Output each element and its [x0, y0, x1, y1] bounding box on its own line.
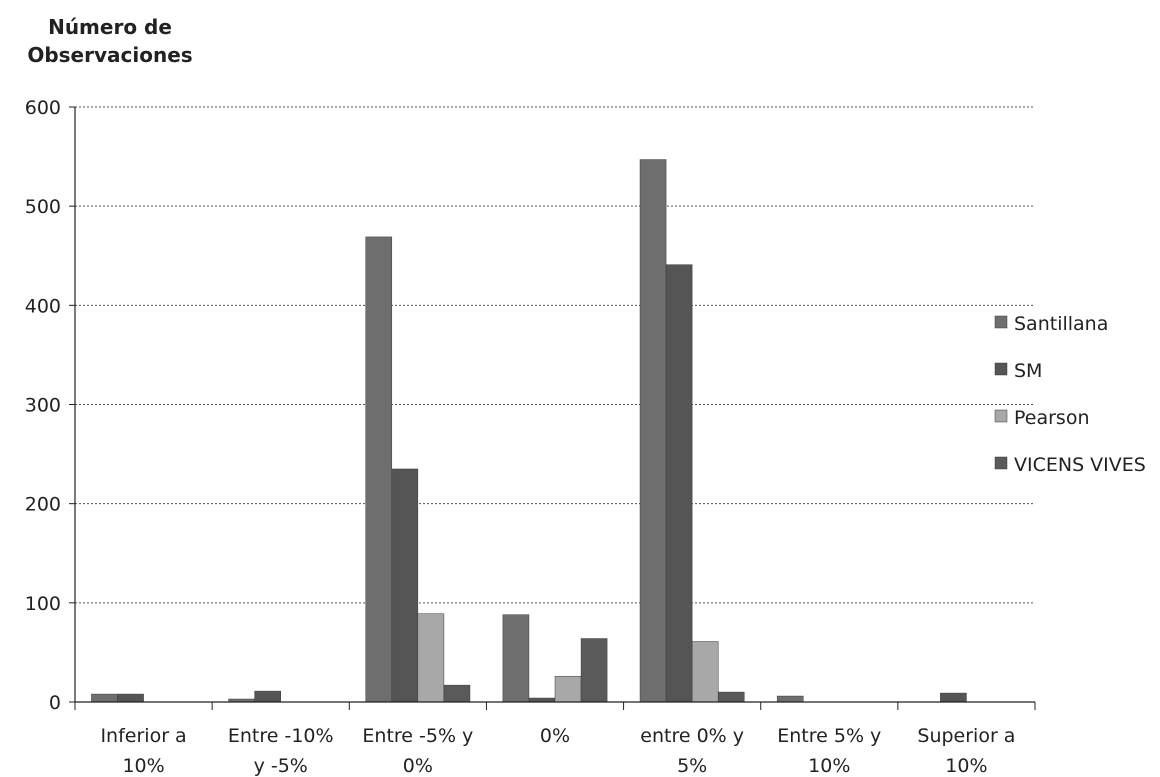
- x-tick-label: Entre -10%: [228, 725, 334, 747]
- x-tick-label: Superior a: [917, 725, 1015, 747]
- y-tick-label: 600: [25, 97, 61, 119]
- x-tick-label: Entre 5% y: [777, 725, 881, 747]
- bar-sm: [254, 690, 281, 703]
- bar-vicens-vives: [717, 691, 745, 703]
- y-axis-ticks: 0 100 200 300 400 500 600: [25, 97, 75, 714]
- x-tick-label: 0%: [403, 755, 433, 777]
- y-tick-label: 300: [25, 395, 61, 417]
- legend-label: VICENS VIVES: [1014, 454, 1146, 476]
- x-tick-label: Inferior a: [100, 725, 186, 747]
- bar-sm: [391, 468, 419, 703]
- bar-santillana: [639, 159, 667, 703]
- x-axis: [74, 107, 1036, 710]
- bar-sm: [665, 264, 693, 703]
- legend-swatch: [994, 315, 1008, 329]
- legend-label: Santillana: [1014, 313, 1108, 335]
- y-axis-title-line: Observaciones: [27, 43, 192, 67]
- x-axis-labels: Inferior a 10% Entre -10% y -5% Entre -5% y 0…: [100, 725, 1015, 777]
- x-tick-label: 0%: [540, 725, 570, 747]
- bar-sm: [117, 693, 144, 703]
- y-tick-label: 500: [25, 196, 61, 218]
- bar-pearson: [691, 641, 719, 703]
- bar-sm: [940, 692, 967, 703]
- bar-pearson: [417, 613, 445, 703]
- bar-santillana: [776, 695, 804, 703]
- x-tick-label: 10%: [808, 755, 850, 777]
- x-tick-label: entre 0% y: [640, 725, 744, 747]
- legend-swatch: [994, 362, 1008, 376]
- legend-label: Pearson: [1014, 407, 1090, 429]
- legend-swatch: [994, 409, 1008, 423]
- x-tick-label: 10%: [122, 755, 164, 777]
- bar-santillana: [502, 614, 530, 703]
- legend-swatch: [994, 456, 1008, 470]
- y-axis-title-line: Número de: [48, 15, 172, 39]
- y-tick-label: 0: [49, 692, 61, 714]
- bar-santillana: [91, 693, 118, 703]
- legend: Santillana SM Pearson VICENS VIVES: [994, 313, 1146, 476]
- x-tick-label: y -5%: [254, 755, 308, 777]
- bar-santillana: [365, 236, 393, 703]
- bar-vicens-vives: [443, 684, 471, 703]
- bar-pearson: [554, 675, 582, 703]
- gridlines: [75, 106, 1035, 604]
- y-axis-title: Número de Observaciones: [27, 15, 192, 67]
- bar-vicens-vives: [580, 638, 608, 703]
- y-tick-label: 100: [25, 593, 61, 615]
- y-tick-label: 200: [25, 494, 61, 516]
- legend-label: SM: [1014, 360, 1042, 382]
- y-tick-label: 400: [25, 295, 61, 317]
- x-tick-label: 5%: [677, 755, 707, 777]
- x-tick-label: Entre -5% y: [362, 725, 473, 747]
- bars: [91, 159, 967, 703]
- x-tick-label: 10%: [945, 755, 987, 777]
